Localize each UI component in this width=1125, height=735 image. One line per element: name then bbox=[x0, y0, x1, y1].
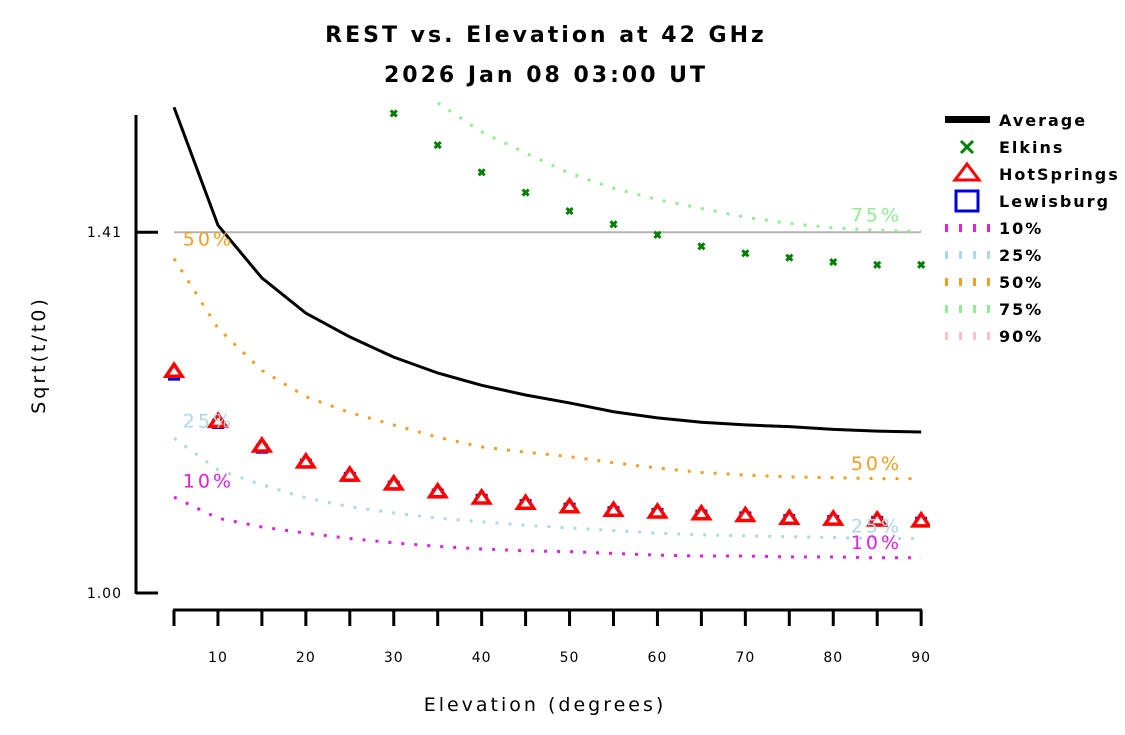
hotsprings-point bbox=[426, 481, 449, 499]
y-axis-label: Sqrt(t/t0) bbox=[28, 296, 50, 414]
series-average-line bbox=[172, 106, 922, 434]
series-50pct-line bbox=[172, 257, 922, 481]
x-tick-label: 90 bbox=[911, 650, 931, 666]
hotsprings-point bbox=[514, 493, 537, 510]
curve-label: 50% bbox=[851, 453, 902, 475]
legend-label: 50% bbox=[999, 273, 1043, 292]
curve-label: 25% bbox=[851, 515, 902, 537]
plot-area bbox=[162, 101, 930, 560]
legend-line-swatch bbox=[945, 116, 990, 123]
legend-item-90pct: 90% bbox=[945, 327, 1043, 346]
legend-item-75pct: 75% bbox=[945, 300, 1043, 319]
elkins-point bbox=[917, 260, 926, 269]
hotsprings-point bbox=[294, 451, 318, 469]
x-tick-label: 60 bbox=[648, 650, 668, 666]
hotsprings-point bbox=[734, 505, 757, 523]
x-marker-icon bbox=[959, 139, 975, 155]
legend-item-25pct: 25% bbox=[945, 246, 1043, 265]
legend-label: 10% bbox=[999, 219, 1043, 238]
legend-label: HotSprings bbox=[999, 165, 1120, 184]
series-75pct-line bbox=[436, 101, 922, 233]
y-tick-label: 1.41 bbox=[87, 225, 122, 241]
hotsprings-point bbox=[250, 435, 274, 453]
y-tick-label: 1.00 bbox=[87, 586, 122, 602]
x-tick-label: 80 bbox=[823, 650, 843, 666]
legend-item-hotsprings: HotSprings bbox=[952, 161, 1120, 184]
curve-label: 75% bbox=[851, 205, 902, 227]
hotsprings-point bbox=[382, 473, 406, 491]
legend-item-lewisburg: Lewisburg bbox=[954, 189, 1110, 213]
curve-label: 25% bbox=[183, 411, 234, 433]
elkins-point bbox=[521, 188, 530, 197]
legend-item-elkins: Elkins bbox=[959, 138, 1064, 157]
curve-label: 10% bbox=[183, 470, 234, 492]
triangle-marker-icon bbox=[952, 161, 982, 182]
elkins-point bbox=[609, 220, 618, 229]
chart-title: REST vs. Elevation at 42 GHz bbox=[325, 23, 767, 48]
x-tick-label: 20 bbox=[296, 650, 316, 666]
hotsprings-point bbox=[602, 500, 625, 518]
legend-label: Lewisburg bbox=[999, 192, 1110, 211]
hotsprings-point bbox=[778, 508, 801, 525]
legend-label: 25% bbox=[999, 246, 1043, 265]
elkins-point bbox=[697, 242, 706, 251]
elkins-point bbox=[785, 253, 794, 262]
elkins-point bbox=[829, 258, 838, 267]
elkins-point bbox=[741, 249, 750, 258]
hotsprings-point bbox=[909, 510, 930, 528]
x-tick-label: 70 bbox=[735, 650, 755, 666]
elkins-point bbox=[565, 207, 574, 216]
hotsprings-point bbox=[646, 501, 669, 519]
x-tick-label: 10 bbox=[208, 650, 228, 666]
curve-label: 50% bbox=[183, 228, 234, 250]
hotsprings-point bbox=[690, 503, 713, 521]
legend-label: 90% bbox=[999, 327, 1043, 346]
x-tick-label: 50 bbox=[560, 650, 580, 666]
x-tick-label: 40 bbox=[472, 650, 492, 666]
elkins-point bbox=[433, 141, 442, 150]
legend-label: Elkins bbox=[999, 138, 1064, 157]
hotsprings-point bbox=[821, 508, 845, 526]
legend-item-average: Average bbox=[945, 111, 1087, 130]
hotsprings-point bbox=[865, 509, 889, 527]
elkins-point bbox=[477, 168, 486, 177]
elkins-point bbox=[653, 230, 662, 239]
x-tick-label: 30 bbox=[384, 650, 404, 666]
legend-item-50pct: 50% bbox=[945, 273, 1043, 292]
legend-label: Average bbox=[999, 111, 1087, 130]
hotsprings-point bbox=[162, 361, 186, 378]
legend-label: 75% bbox=[999, 300, 1043, 319]
elkins-point bbox=[873, 260, 882, 269]
square-marker-icon bbox=[954, 189, 980, 213]
chart-subtitle: 2026 Jan 08 03:00 UT bbox=[384, 63, 708, 88]
series-10pct-line bbox=[173, 495, 922, 560]
hotsprings-point bbox=[206, 411, 230, 429]
legend-item-10pct: 10% bbox=[945, 219, 1043, 238]
hotsprings-point bbox=[558, 496, 581, 514]
series-25pct-line bbox=[173, 436, 922, 540]
x-axis-label: Elevation (degrees) bbox=[424, 694, 667, 716]
curve-label: 10% bbox=[851, 532, 902, 554]
hotsprings-point bbox=[470, 487, 493, 505]
elkins-point bbox=[389, 109, 398, 118]
hotsprings-point bbox=[338, 464, 362, 482]
